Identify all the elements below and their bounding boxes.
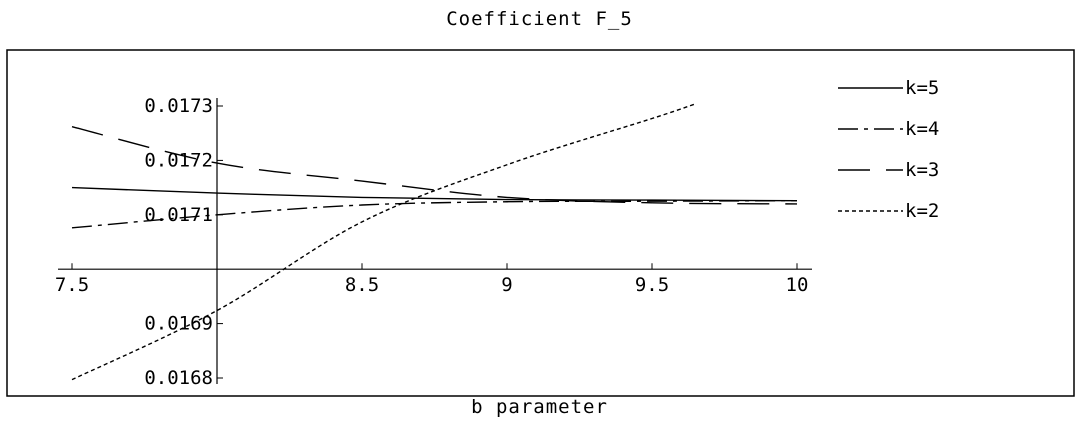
y-tick-label: 0.0171 — [144, 204, 213, 226]
x-tick-label: 8.5 — [345, 274, 379, 296]
y-tick-label: 0.0173 — [144, 95, 213, 117]
y-tick-label: 0.0168 — [144, 367, 213, 389]
x-tick-label: 7.5 — [55, 274, 89, 296]
plot-frame — [6, 49, 1075, 397]
chart-title: Coefficient F_5 — [446, 8, 633, 30]
series-line-k3 — [71, 125, 798, 205]
series-line-k4 — [71, 199, 798, 229]
series-line-k5 — [71, 186, 798, 202]
y-tick-label: 0.0169 — [144, 313, 213, 335]
x-tick-label: 9 — [501, 274, 512, 296]
legend-label: k=5 — [905, 77, 939, 99]
legend-label: k=4 — [905, 118, 939, 140]
x-tick-label: 10 — [786, 274, 809, 296]
y-tick-label: 0.0172 — [144, 149, 213, 171]
legend-label: k=2 — [905, 200, 939, 222]
legend-label: k=3 — [905, 159, 939, 181]
series-line-k2 — [71, 103, 696, 381]
x-axis-label: b parameter — [471, 396, 608, 418]
x-tick-label: 9.5 — [635, 274, 669, 296]
